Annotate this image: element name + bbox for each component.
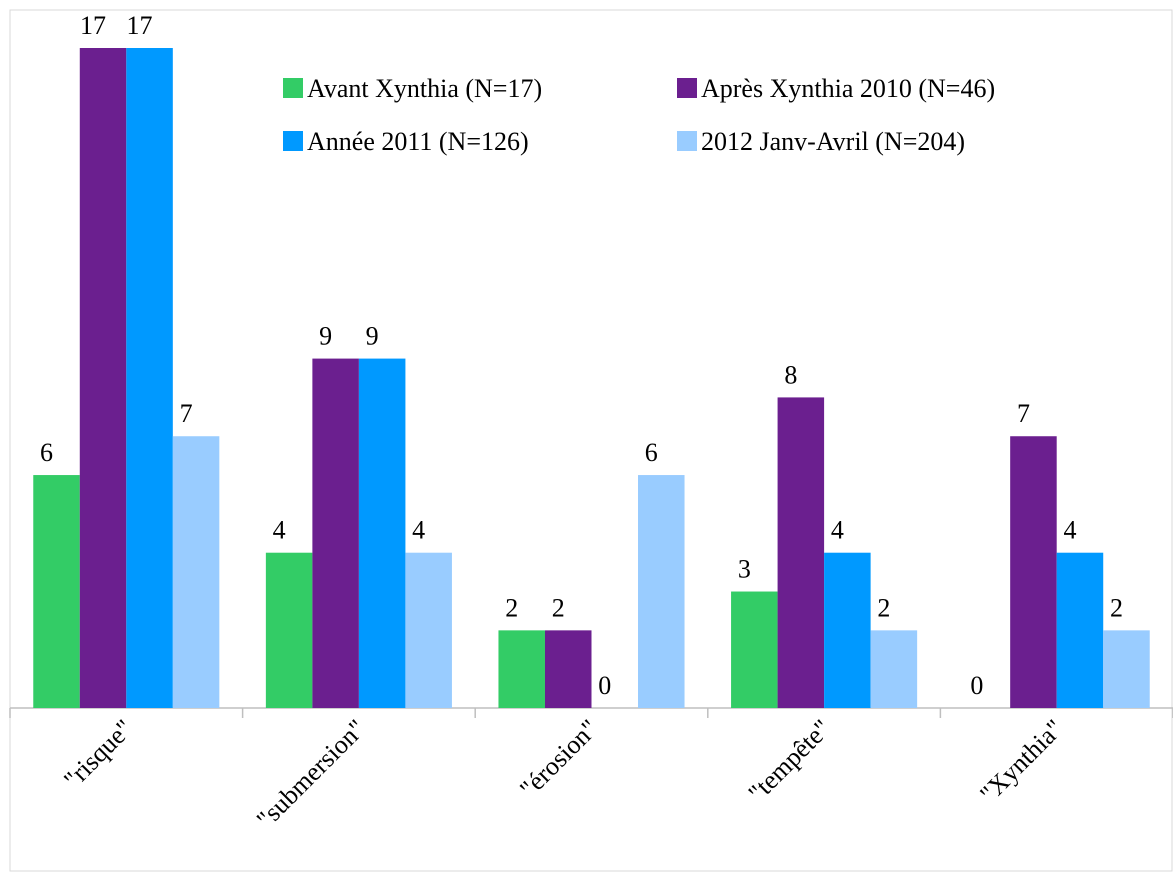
bar <box>312 358 359 708</box>
bar <box>126 48 173 708</box>
data-label: 9 <box>319 322 332 351</box>
x-tick-label: "submersion" <box>251 714 371 834</box>
data-label: 0 <box>598 671 611 700</box>
legend-label: 2012 Janv-Avril (N=204) <box>701 127 965 156</box>
bar <box>1056 552 1104 708</box>
data-label: 4 <box>412 516 425 545</box>
data-label: 2 <box>877 593 890 622</box>
data-label: 4 <box>1063 516 1076 545</box>
legend-swatch <box>677 131 697 151</box>
data-label: 17 <box>127 11 153 40</box>
data-label: 9 <box>366 322 379 351</box>
bar <box>1103 630 1150 708</box>
data-label: 6 <box>40 438 53 467</box>
chart-border <box>9 9 1173 872</box>
data-label: 6 <box>645 438 658 467</box>
x-tick-label: "tempête" <box>743 714 837 808</box>
bar <box>777 397 825 708</box>
data-label: 8 <box>784 360 797 389</box>
bar <box>731 591 778 708</box>
x-tick-label: "risque" <box>58 714 138 794</box>
bar <box>33 475 80 708</box>
bar <box>79 48 127 708</box>
bar <box>638 475 685 708</box>
legend-label: Année 2011 (N=126) <box>307 127 529 156</box>
data-label: 7 <box>1017 399 1030 428</box>
legend-swatch <box>677 78 697 98</box>
bar <box>498 630 545 708</box>
bar <box>870 630 918 708</box>
bar <box>1010 436 1057 708</box>
x-tick-label: "Xynthia" <box>974 714 1069 809</box>
x-tick-label: "érosion" <box>514 714 604 804</box>
bar <box>358 358 406 708</box>
bar <box>265 552 313 708</box>
legend-label: Après Xynthia 2010 (N=46) <box>701 74 995 103</box>
legend-swatch <box>283 78 303 98</box>
data-label: 2 <box>552 593 565 622</box>
data-label: 4 <box>831 516 844 545</box>
data-label: 2 <box>1110 593 1123 622</box>
bar <box>172 436 220 708</box>
data-label: 3 <box>738 555 751 584</box>
data-label: 17 <box>80 11 106 40</box>
data-label: 2 <box>505 593 518 622</box>
data-label: 4 <box>273 516 286 545</box>
legend-swatch <box>283 131 303 151</box>
bar <box>544 630 592 708</box>
bar <box>824 552 871 708</box>
data-label: 0 <box>970 671 983 700</box>
data-label: 7 <box>180 399 193 428</box>
legend-label: Avant Xynthia (N=17) <box>307 74 542 103</box>
bar <box>405 552 452 708</box>
